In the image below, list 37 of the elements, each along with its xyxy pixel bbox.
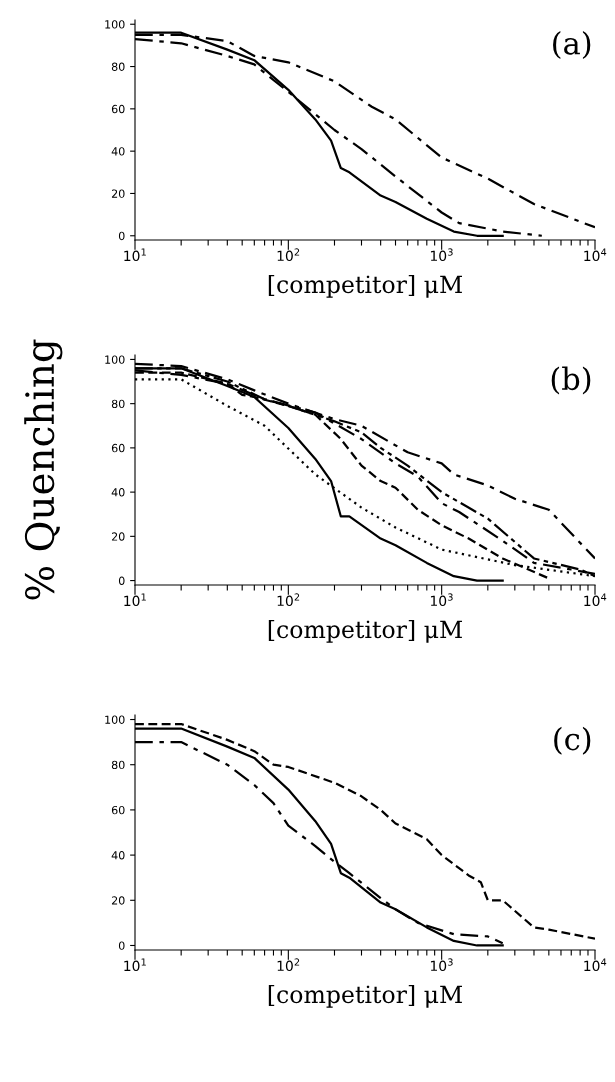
y-tick-label: 80 <box>111 62 125 71</box>
y-tick-label: 40 <box>111 147 125 156</box>
y-tick-label: 40 <box>111 851 125 860</box>
x-tick-label: 10$^{1}$ <box>124 958 146 972</box>
y-tick-label: 80 <box>111 399 125 409</box>
y-tick-label: 20 <box>111 532 125 541</box>
annotation: (a) <box>553 31 591 59</box>
y-tick-label: 80 <box>111 760 125 770</box>
y-tick-label: 100 <box>105 20 125 29</box>
annotation: (b) <box>551 366 591 395</box>
x-tick-label: 10$^{3}$ <box>430 958 453 972</box>
y-axis-title: % Quenching <box>24 339 63 600</box>
x-tick-label: 10$^{4}$ <box>584 958 607 972</box>
y-tick-label: 100 <box>105 355 125 364</box>
x-tick-label: 10$^{2}$ <box>277 593 300 607</box>
annotation: (c) <box>554 726 591 755</box>
x-tick-label: 10$^{3}$ <box>430 593 453 607</box>
y-tick-label: 60 <box>111 805 125 815</box>
y-tick-label: 60 <box>111 104 125 114</box>
x-axis-title: [competitor] μM <box>268 984 462 1008</box>
x-tick-label: 10$^{4}$ <box>584 248 607 262</box>
x-tick-label: 10$^{2}$ <box>277 248 300 262</box>
y-tick-label: 0 <box>118 231 125 241</box>
x-axis-title: [competitor] μM <box>268 274 462 298</box>
y-tick-label: 20 <box>111 896 125 905</box>
x-tick-label: 10$^{3}$ <box>430 248 453 262</box>
x-tick-label: 10$^{2}$ <box>277 958 300 972</box>
y-tick-label: 40 <box>111 488 125 497</box>
x-tick-label: 10$^{1}$ <box>124 248 146 262</box>
y-tick-label: 20 <box>111 189 125 198</box>
x-tick-label: 10$^{1}$ <box>124 593 146 607</box>
x-axis-title: [competitor] μM <box>268 619 462 643</box>
y-tick-label: 0 <box>118 576 125 585</box>
y-tick-label: 60 <box>111 443 125 453</box>
y-tick-label: 100 <box>105 715 125 724</box>
y-tick-label: 0 <box>118 941 125 950</box>
x-tick-label: 10$^{4}$ <box>584 593 607 607</box>
